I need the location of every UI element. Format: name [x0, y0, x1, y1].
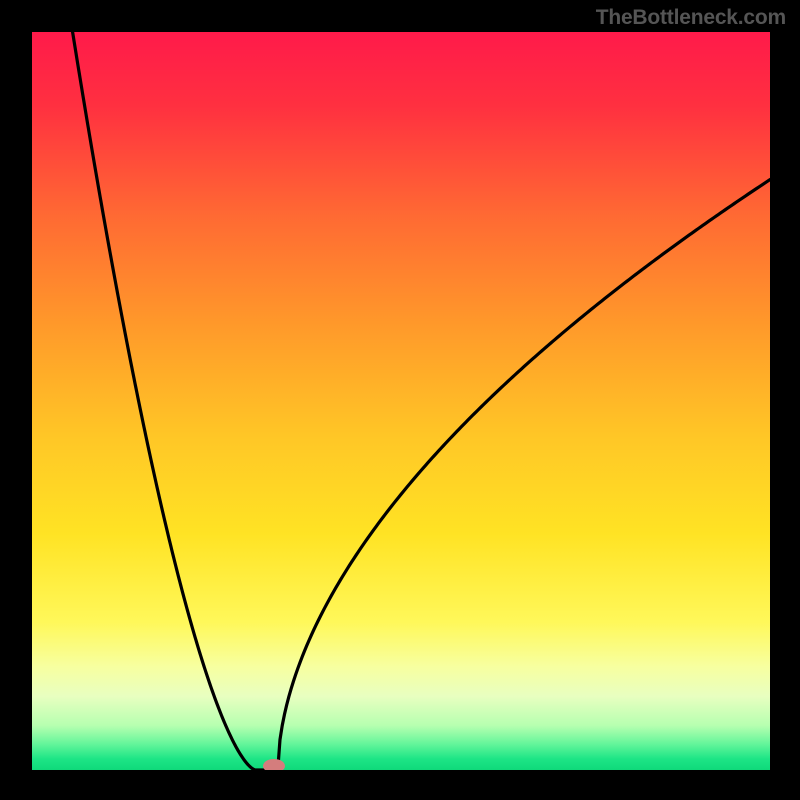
chart-container: TheBottleneck.com — [0, 0, 800, 800]
minimum-marker — [263, 759, 285, 770]
watermark-text: TheBottleneck.com — [596, 6, 786, 30]
bottleneck-curve — [32, 32, 770, 770]
plot-area — [32, 32, 770, 770]
